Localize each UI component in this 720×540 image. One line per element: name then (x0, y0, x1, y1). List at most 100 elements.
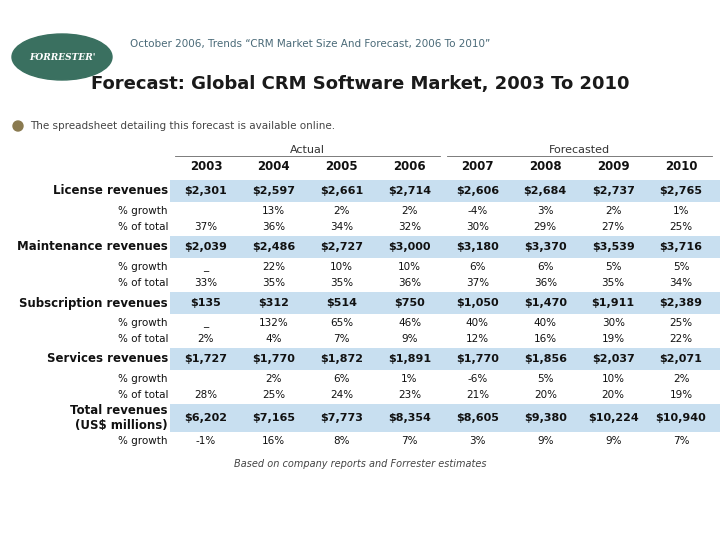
Text: $2,661: $2,661 (320, 186, 364, 196)
Bar (170, 404, 720, 432)
Text: © 2007, Forrester Research, Inc. Reproduction Prohibited: © 2007, Forrester Research, Inc. Reprodu… (490, 525, 710, 535)
Text: Maintenance revenues: Maintenance revenues (17, 240, 168, 253)
Text: 2%: 2% (198, 334, 214, 345)
Text: The spreadsheet detailing this forecast is available online.: The spreadsheet detailing this forecast … (30, 121, 335, 131)
Text: % growth: % growth (119, 206, 168, 215)
Text: 21%: 21% (466, 390, 489, 401)
Text: -6%: -6% (467, 374, 487, 383)
Text: Based on company reports and Forrester estimates: Based on company reports and Forrester e… (234, 459, 486, 469)
Text: 8%: 8% (333, 435, 350, 445)
Text: $2,486: $2,486 (252, 242, 295, 252)
Text: $6,202: $6,202 (184, 413, 228, 423)
Text: 10%: 10% (398, 261, 421, 272)
Text: 40%: 40% (534, 318, 557, 327)
Text: -1%: -1% (196, 435, 216, 445)
Text: $8,354: $8,354 (388, 413, 431, 423)
Text: $3,370: $3,370 (524, 242, 567, 252)
Text: $3,539: $3,539 (592, 242, 634, 252)
Text: 6%: 6% (469, 261, 486, 272)
Text: 2%: 2% (266, 374, 282, 383)
Text: $3,716: $3,716 (660, 242, 703, 252)
Text: 2004: 2004 (258, 160, 290, 173)
Text: Services revenues: Services revenues (47, 353, 168, 366)
Text: 29%: 29% (534, 222, 557, 233)
Text: $2,684: $2,684 (523, 186, 567, 196)
Text: 2%: 2% (605, 206, 621, 215)
Text: 5%: 5% (605, 261, 621, 272)
Text: 30%: 30% (466, 222, 489, 233)
Text: 2%: 2% (672, 374, 689, 383)
Text: $2,714: $2,714 (388, 186, 431, 196)
Text: 2%: 2% (401, 206, 418, 215)
Text: 32%: 32% (398, 222, 421, 233)
Bar (170, 236, 720, 258)
Text: $1,470: $1,470 (524, 298, 567, 308)
Text: 10%: 10% (602, 374, 625, 383)
Text: 2003: 2003 (189, 160, 222, 173)
Text: 36%: 36% (398, 279, 421, 288)
Text: 24%: 24% (330, 390, 354, 401)
Text: 22%: 22% (262, 261, 285, 272)
Text: Actual: Actual (290, 145, 325, 155)
Text: $3,180: $3,180 (456, 242, 499, 252)
Text: $9,380: $9,380 (524, 413, 567, 423)
Text: 6%: 6% (333, 374, 350, 383)
Text: % growth: % growth (119, 374, 168, 383)
Text: 1%: 1% (672, 206, 689, 215)
Text: $1,856: $1,856 (524, 354, 567, 364)
Text: 2006: 2006 (393, 160, 426, 173)
Text: Forecast: Global CRM Software Market, 2003 To 2010: Forecast: Global CRM Software Market, 20… (91, 75, 629, 93)
Text: $8,605: $8,605 (456, 413, 499, 423)
Text: 10%: 10% (330, 261, 354, 272)
Text: 9%: 9% (605, 435, 621, 445)
Text: 2010: 2010 (665, 160, 697, 173)
Text: 3%: 3% (537, 206, 554, 215)
Text: 34%: 34% (670, 279, 693, 288)
Text: 7%: 7% (333, 334, 350, 345)
Text: 5%: 5% (672, 261, 689, 272)
Text: $2,727: $2,727 (320, 242, 363, 252)
Text: 34%: 34% (330, 222, 354, 233)
Bar (170, 292, 720, 314)
Text: 27%: 27% (602, 222, 625, 233)
Text: 22%: 22% (670, 334, 693, 345)
Text: 19%: 19% (602, 334, 625, 345)
Text: License revenues: License revenues (53, 185, 168, 198)
Bar (170, 348, 720, 370)
Text: 30%: 30% (602, 318, 625, 327)
Text: $1,872: $1,872 (320, 354, 363, 364)
Text: $10,940: $10,940 (656, 413, 706, 423)
Text: % of total: % of total (117, 334, 168, 345)
Text: $2,037: $2,037 (592, 354, 634, 364)
Text: $750: $750 (394, 298, 425, 308)
Text: 20%: 20% (534, 390, 557, 401)
Text: 35%: 35% (602, 279, 625, 288)
Text: $1,911: $1,911 (592, 298, 635, 308)
Text: 2008: 2008 (529, 160, 562, 173)
Text: Forecasted: Forecasted (549, 145, 610, 155)
Text: $7,773: $7,773 (320, 413, 363, 423)
Text: 12%: 12% (466, 334, 489, 345)
Text: 25%: 25% (670, 222, 693, 233)
Text: 9%: 9% (401, 334, 418, 345)
Text: Subscription revenues: Subscription revenues (19, 296, 168, 309)
Text: 132%: 132% (259, 318, 289, 327)
Text: 65%: 65% (330, 318, 354, 327)
Text: 36%: 36% (262, 222, 285, 233)
Text: $1,050: $1,050 (456, 298, 499, 308)
Text: 46%: 46% (398, 318, 421, 327)
Text: $2,389: $2,389 (660, 298, 703, 308)
Text: $10,224: $10,224 (588, 413, 639, 423)
Text: 37%: 37% (194, 222, 217, 233)
Text: 2005: 2005 (325, 160, 358, 173)
Bar (170, 180, 720, 202)
Text: 4%: 4% (266, 334, 282, 345)
Text: $1,891: $1,891 (388, 354, 431, 364)
Text: 40%: 40% (466, 318, 489, 327)
Text: $2,737: $2,737 (592, 186, 634, 196)
Text: 25%: 25% (670, 318, 693, 327)
Text: 3%: 3% (469, 435, 486, 445)
Text: _: _ (203, 261, 209, 272)
Text: _: _ (203, 318, 209, 327)
Text: 5%: 5% (537, 374, 554, 383)
